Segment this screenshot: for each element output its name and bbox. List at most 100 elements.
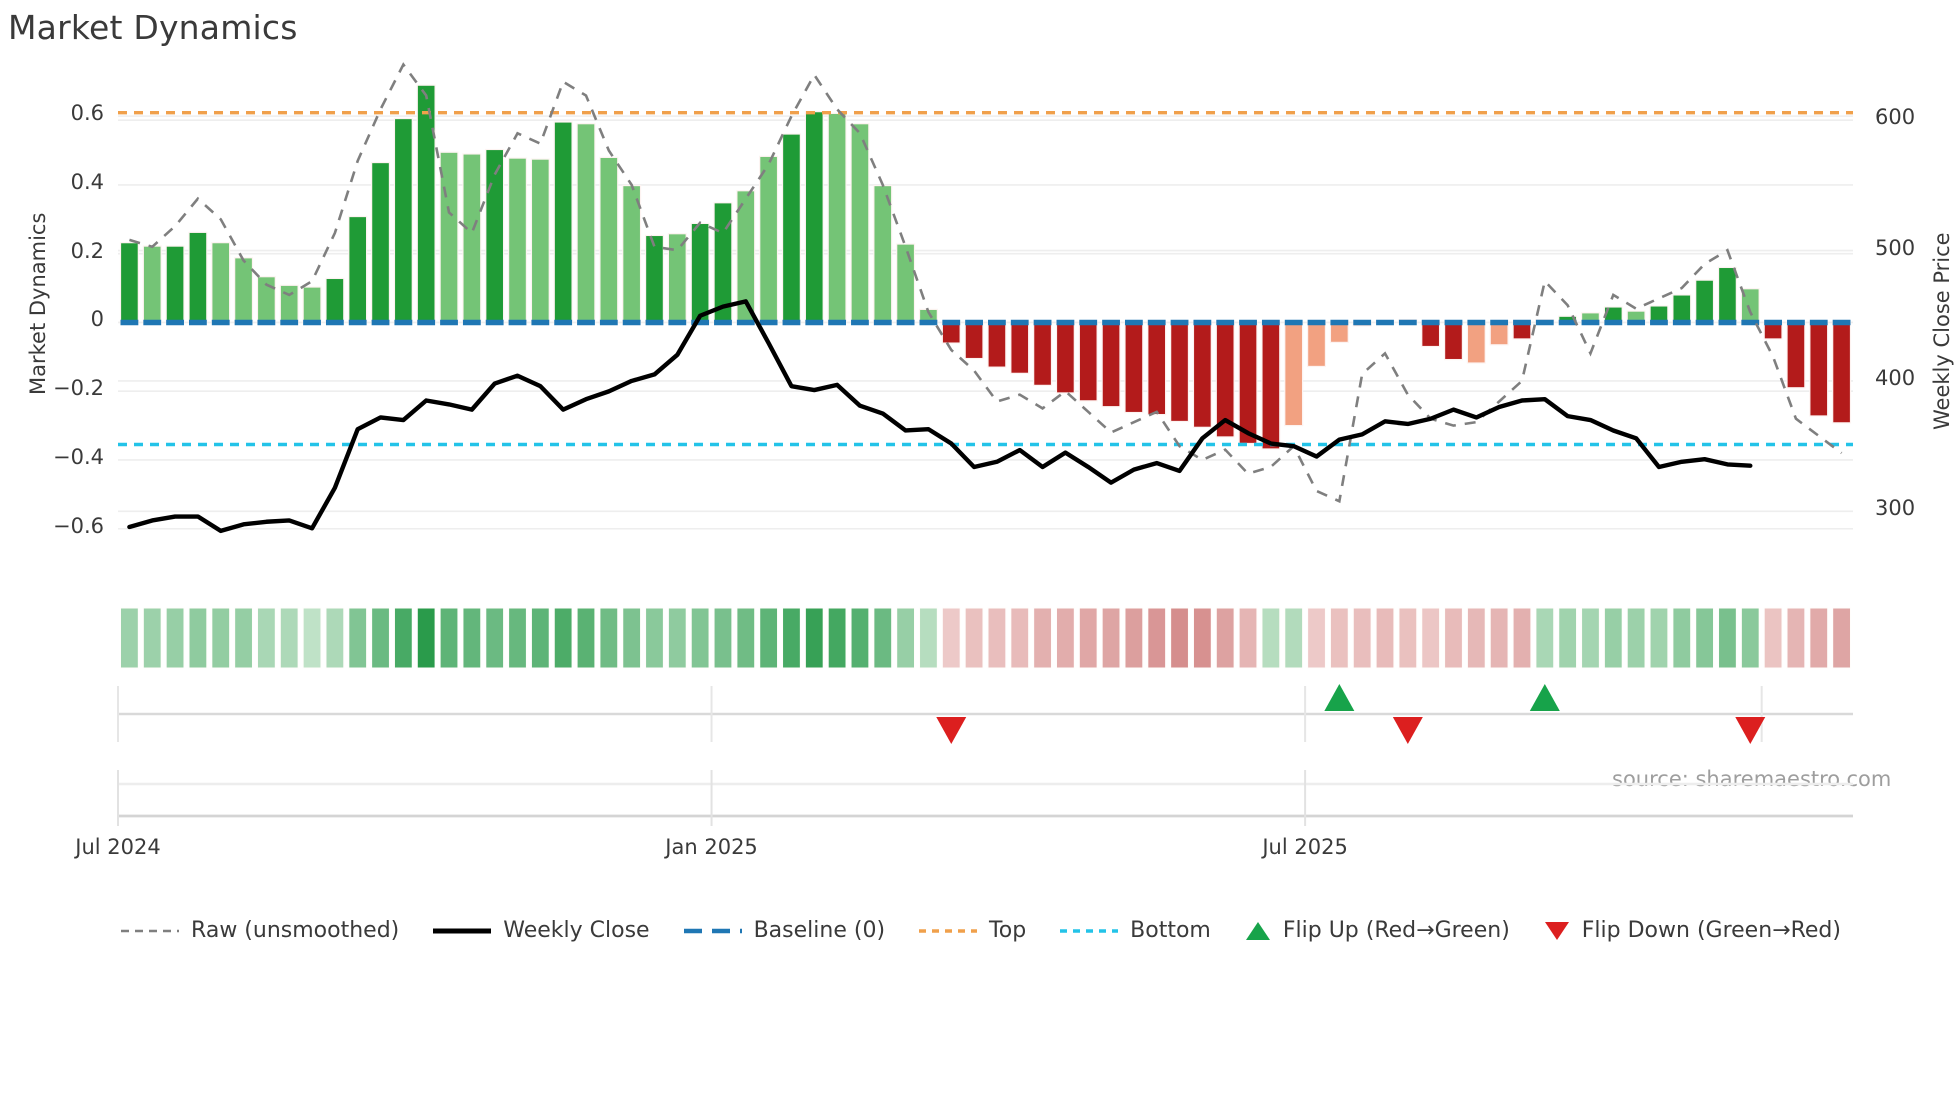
bar-11[interactable] bbox=[371, 161, 391, 324]
heatmap-cell-62[interactable] bbox=[1535, 607, 1555, 669]
heatmap-cell-57[interactable] bbox=[1421, 607, 1441, 669]
heatmap-cell-67[interactable] bbox=[1649, 607, 1669, 669]
heatmap-cell-44[interactable] bbox=[1124, 607, 1144, 669]
bar-37[interactable] bbox=[964, 321, 984, 360]
bar-12[interactable] bbox=[393, 117, 413, 324]
heatmap-cell-11[interactable] bbox=[371, 607, 390, 669]
bar-45[interactable] bbox=[1147, 321, 1167, 416]
bar-74[interactable] bbox=[1809, 321, 1829, 417]
bar-41[interactable] bbox=[1055, 321, 1075, 394]
bar-75[interactable] bbox=[1832, 321, 1852, 424]
heatmap-cell-22[interactable] bbox=[622, 607, 642, 669]
heatmap-cell-17[interactable] bbox=[508, 607, 527, 669]
heatmap-cell-10[interactable] bbox=[348, 607, 368, 669]
heatmap-cell-26[interactable] bbox=[713, 607, 733, 669]
heatmap-cell-49[interactable] bbox=[1238, 607, 1258, 669]
heatmap-cell-12[interactable] bbox=[393, 607, 413, 669]
bar-3[interactable] bbox=[188, 231, 208, 324]
heatmap-cell-43[interactable] bbox=[1101, 607, 1121, 669]
bar-42[interactable] bbox=[1078, 321, 1098, 402]
heatmap-cell-33[interactable] bbox=[873, 607, 893, 669]
bar-69[interactable] bbox=[1695, 279, 1715, 324]
heatmap-cell-52[interactable] bbox=[1307, 607, 1326, 669]
bar-13[interactable] bbox=[416, 84, 436, 324]
heatmap-cell-4[interactable] bbox=[211, 607, 231, 669]
heatmap-cell-35[interactable] bbox=[919, 607, 938, 669]
bar-10[interactable] bbox=[348, 215, 368, 324]
heatmap-cell-8[interactable] bbox=[302, 607, 322, 669]
heatmap-cell-38[interactable] bbox=[987, 607, 1007, 669]
bar-0[interactable] bbox=[119, 242, 139, 324]
bar-53[interactable] bbox=[1329, 321, 1349, 343]
heatmap-cell-5[interactable] bbox=[234, 607, 253, 669]
heatmap-cell-21[interactable] bbox=[599, 607, 619, 669]
heatmap-cell-75[interactable] bbox=[1832, 607, 1851, 669]
heatmap-cell-13[interactable] bbox=[416, 607, 436, 669]
heatmap-cell-63[interactable] bbox=[1558, 607, 1578, 669]
bar-50[interactable] bbox=[1261, 321, 1281, 450]
heatmap-cell-58[interactable] bbox=[1444, 607, 1463, 669]
heatmap-cell-29[interactable] bbox=[782, 607, 801, 669]
heatmap-cell-55[interactable] bbox=[1375, 607, 1395, 669]
heatmap-cell-48[interactable] bbox=[1215, 607, 1235, 669]
heatmap-cell-69[interactable] bbox=[1695, 607, 1715, 669]
heatmap-cell-31[interactable] bbox=[827, 607, 847, 669]
heatmap-cell-72[interactable] bbox=[1763, 607, 1783, 669]
heatmap-cell-71[interactable] bbox=[1740, 607, 1760, 669]
heatmap-cell-53[interactable] bbox=[1329, 607, 1349, 669]
heatmap-cell-2[interactable] bbox=[165, 607, 185, 669]
heatmap-cell-0[interactable] bbox=[120, 607, 139, 669]
heatmap-cell-3[interactable] bbox=[188, 607, 208, 669]
heatmap-cell-23[interactable] bbox=[645, 607, 664, 669]
heatmap-cell-32[interactable] bbox=[850, 607, 870, 669]
bar-30[interactable] bbox=[804, 111, 824, 324]
heatmap-cell-60[interactable] bbox=[1489, 607, 1509, 669]
legend-item-3[interactable]: Top bbox=[917, 918, 1026, 943]
heatmap-cell-27[interactable] bbox=[736, 607, 756, 669]
bar-18[interactable] bbox=[530, 158, 550, 324]
bar-36[interactable] bbox=[941, 321, 961, 344]
flip-down-marker[interactable] bbox=[1392, 717, 1423, 744]
heatmap-cell-24[interactable] bbox=[667, 607, 687, 669]
bar-9[interactable] bbox=[325, 277, 345, 324]
bar-57[interactable] bbox=[1421, 321, 1441, 348]
heatmap-cell-40[interactable] bbox=[1033, 607, 1052, 669]
heatmap-cell-18[interactable] bbox=[530, 607, 550, 669]
bar-43[interactable] bbox=[1101, 321, 1121, 408]
flip-down-marker[interactable] bbox=[936, 717, 967, 744]
heatmap-cell-28[interactable] bbox=[759, 607, 779, 669]
heatmap-cell-50[interactable] bbox=[1261, 607, 1281, 669]
heatmap-cell-66[interactable] bbox=[1626, 607, 1646, 669]
bar-24[interactable] bbox=[667, 233, 687, 324]
bar-52[interactable] bbox=[1307, 321, 1327, 368]
bar-47[interactable] bbox=[1192, 321, 1212, 428]
bar-4[interactable] bbox=[211, 242, 231, 324]
legend-item-1[interactable]: Weekly Close bbox=[431, 918, 650, 943]
bar-70[interactable] bbox=[1717, 266, 1737, 324]
bar-19[interactable] bbox=[553, 121, 573, 324]
heatmap-cell-45[interactable] bbox=[1147, 607, 1167, 669]
heatmap-cell-51[interactable] bbox=[1284, 607, 1304, 669]
bar-34[interactable] bbox=[896, 243, 916, 324]
bar-23[interactable] bbox=[644, 234, 664, 324]
bar-2[interactable] bbox=[165, 245, 185, 324]
heatmap-cell-15[interactable] bbox=[462, 607, 482, 669]
legend-item-2[interactable]: Baseline (0) bbox=[682, 918, 885, 943]
heatmap-cell-54[interactable] bbox=[1352, 607, 1372, 669]
bar-22[interactable] bbox=[622, 184, 642, 324]
bar-15[interactable] bbox=[462, 153, 482, 324]
heatmap-cell-59[interactable] bbox=[1466, 607, 1486, 669]
bar-59[interactable] bbox=[1466, 321, 1486, 364]
heatmap-cell-46[interactable] bbox=[1170, 607, 1189, 669]
heatmap-cell-30[interactable] bbox=[804, 607, 824, 669]
heatmap-cell-6[interactable] bbox=[256, 607, 276, 669]
bar-16[interactable] bbox=[485, 148, 505, 324]
heatmap-cell-73[interactable] bbox=[1786, 607, 1806, 669]
heatmap-cell-16[interactable] bbox=[485, 607, 505, 669]
bar-68[interactable] bbox=[1672, 294, 1692, 324]
legend-item-5[interactable]: Flip Up (Red→Green) bbox=[1243, 918, 1510, 943]
bar-28[interactable] bbox=[759, 155, 779, 324]
heatmap-cell-1[interactable] bbox=[142, 607, 162, 669]
heatmap-cell-39[interactable] bbox=[1010, 607, 1030, 669]
bar-33[interactable] bbox=[873, 184, 893, 324]
